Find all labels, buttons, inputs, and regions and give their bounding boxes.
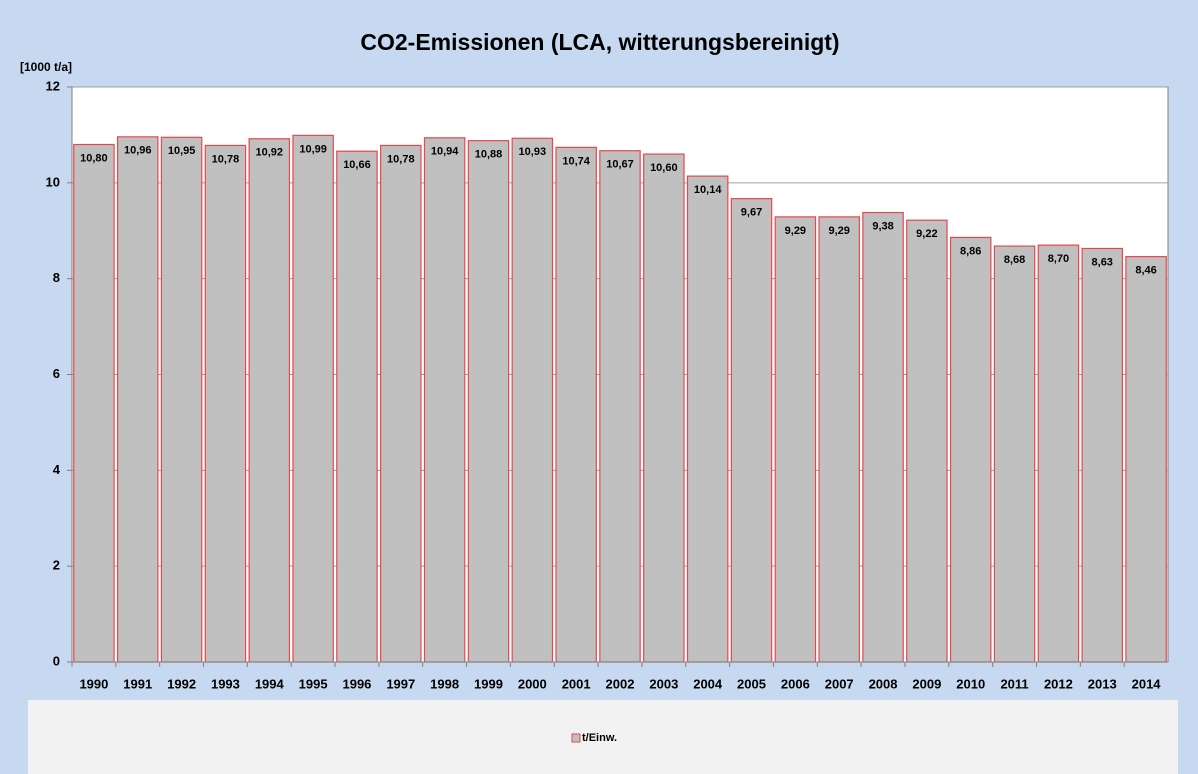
- chart-title: CO2-Emissionen (LCA, witterungsbereinigt…: [360, 29, 839, 55]
- y-tick-label: 12: [46, 78, 60, 93]
- legend-label: t/Einw.: [582, 732, 617, 744]
- x-tick-label: 2009: [912, 676, 941, 691]
- x-tick-label: 2014: [1132, 676, 1162, 691]
- data-label: 9,67: [741, 207, 762, 219]
- x-tick-label: 2004: [693, 676, 723, 691]
- bar: [423, 137, 466, 663]
- bar: [599, 150, 641, 663]
- bar: [949, 236, 992, 663]
- bar: [160, 136, 203, 663]
- data-label: 9,22: [916, 228, 937, 240]
- x-tick-label: 1998: [430, 676, 459, 691]
- x-tick-label: 2010: [956, 676, 985, 691]
- bar: [292, 134, 334, 663]
- x-tick-label: 2002: [606, 676, 635, 691]
- data-label: 10,96: [124, 145, 152, 157]
- x-tick-label: 2000: [518, 676, 547, 691]
- x-tick-label: 2006: [781, 676, 810, 691]
- x-tick-label: 1996: [342, 676, 371, 691]
- data-label: 10,80: [80, 152, 108, 164]
- data-label: 10,74: [562, 155, 590, 167]
- bar: [818, 216, 860, 663]
- bar: [774, 216, 817, 663]
- x-tick-label: 1992: [167, 676, 196, 691]
- y-tick-label: 4: [53, 462, 61, 477]
- legend-swatch: [571, 733, 581, 743]
- x-tick-label: 2011: [1000, 676, 1028, 691]
- data-label: 10,78: [212, 153, 240, 165]
- x-tick-label: 1990: [79, 676, 108, 691]
- x-tick-label: 2003: [649, 676, 678, 691]
- bar: [73, 143, 115, 663]
- data-label: 10,92: [256, 147, 284, 159]
- bar: [248, 138, 291, 663]
- x-tick-label: 2005: [737, 676, 766, 691]
- bar: [204, 144, 247, 663]
- x-tick-label: 2013: [1088, 676, 1117, 691]
- x-tick-label: 1997: [386, 676, 415, 691]
- data-label: 8,70: [1048, 253, 1069, 265]
- y-tick-label: 0: [53, 653, 60, 668]
- y-axis-label: [1000 t/a]: [20, 60, 72, 74]
- data-label: 10,14: [694, 184, 722, 196]
- bar: [116, 136, 159, 663]
- data-label: 10,99: [299, 143, 327, 155]
- bar: [1081, 247, 1124, 663]
- data-label: 8,86: [960, 245, 981, 257]
- data-label: 8,46: [1135, 265, 1156, 277]
- x-tick-label: 2012: [1044, 676, 1073, 691]
- data-label: 9,38: [872, 220, 893, 232]
- x-tick-label: 1995: [299, 676, 328, 691]
- data-label: 10,78: [387, 153, 415, 165]
- data-label: 9,29: [785, 225, 806, 237]
- data-label: 10,60: [650, 162, 678, 174]
- x-tick-label: 2001: [562, 676, 591, 691]
- data-label: 10,67: [606, 159, 634, 171]
- bar: [730, 198, 773, 663]
- bar: [993, 245, 1036, 663]
- bar: [643, 153, 685, 663]
- x-tick-label: 1991: [123, 676, 152, 691]
- bar: [1037, 244, 1080, 663]
- y-tick-label: 8: [53, 270, 60, 285]
- bar: [686, 175, 729, 663]
- data-label: 10,94: [431, 146, 459, 158]
- data-label: 10,93: [519, 146, 547, 158]
- bar: [906, 219, 948, 663]
- y-tick-label: 6: [53, 366, 60, 381]
- bar: [380, 144, 422, 663]
- data-label: 10,95: [168, 145, 196, 157]
- bar: [555, 146, 597, 663]
- bar: [336, 150, 378, 663]
- data-label: 10,88: [475, 149, 503, 161]
- bar: [862, 211, 904, 663]
- y-tick-label: 2: [53, 558, 60, 573]
- x-tick-label: 1999: [474, 676, 503, 691]
- legend-box: [28, 700, 1178, 774]
- y-tick-label: 10: [46, 174, 60, 189]
- bar: [467, 140, 510, 663]
- x-tick-label: 2008: [869, 676, 898, 691]
- data-label: 8,68: [1004, 254, 1025, 266]
- data-label: 9,29: [828, 225, 849, 237]
- x-tick-label: 1993: [211, 676, 240, 691]
- x-tick-label: 1994: [255, 676, 285, 691]
- bar: [1125, 256, 1167, 663]
- x-tick-label: 2007: [825, 676, 854, 691]
- data-label: 10,66: [343, 159, 371, 171]
- data-label: 8,63: [1092, 256, 1113, 268]
- bar: [511, 137, 554, 663]
